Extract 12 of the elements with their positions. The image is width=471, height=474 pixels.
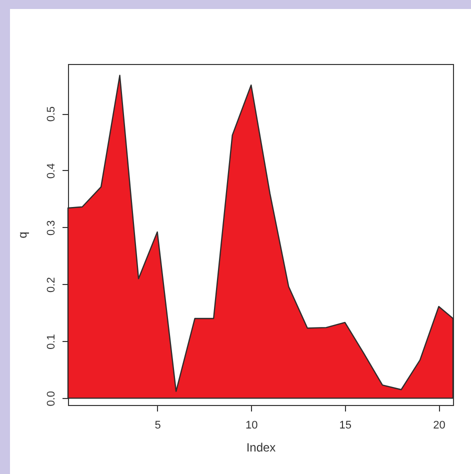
y-tick-label: 0.2 — [46, 277, 58, 292]
x-tick-label: 15 — [339, 420, 352, 432]
y-axis-title: q — [16, 232, 30, 238]
y-tick-label: 0.0 — [46, 391, 58, 406]
x-tick-label: 20 — [433, 420, 446, 432]
y-tick-label: 0.5 — [46, 106, 58, 122]
x-tick-label: 10 — [245, 420, 258, 432]
y-tick-label: 0.3 — [46, 220, 58, 236]
x-axis-title: Index — [246, 440, 276, 454]
y-tick-label: 0.1 — [46, 334, 58, 350]
y-tick-label: 0.4 — [46, 163, 58, 179]
x-tick-label: 5 — [154, 420, 161, 432]
